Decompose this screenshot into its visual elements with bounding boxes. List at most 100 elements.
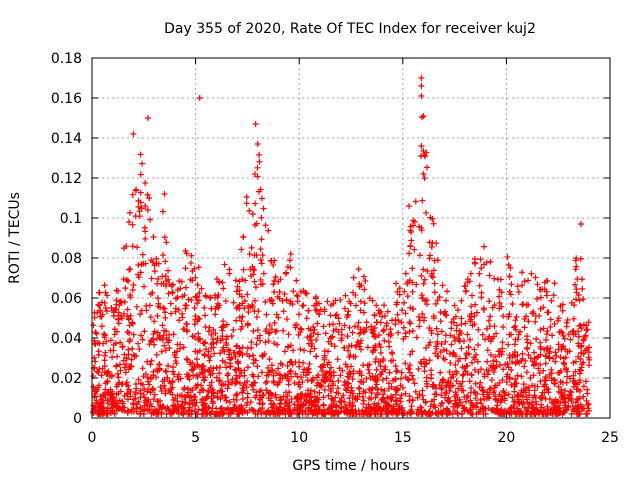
data-point (268, 362, 275, 369)
data-point (139, 160, 146, 167)
data-point (306, 333, 313, 340)
data-point (303, 290, 310, 297)
data-point (454, 306, 461, 313)
data-point (497, 276, 504, 283)
data-point (380, 355, 387, 362)
data-point (92, 358, 99, 365)
data-point (439, 399, 446, 406)
data-point (449, 351, 456, 358)
data-point (239, 276, 246, 283)
data-point (557, 303, 564, 310)
data-point (208, 389, 215, 396)
data-point (394, 397, 401, 404)
data-point (208, 379, 215, 386)
data-point (356, 283, 363, 290)
data-point (417, 407, 424, 414)
data-point (565, 403, 572, 410)
data-point (500, 388, 507, 395)
data-point (484, 347, 491, 354)
data-point (316, 389, 323, 396)
data-point (458, 315, 465, 322)
data-point (563, 319, 570, 326)
data-point (451, 393, 458, 400)
data-point (416, 252, 423, 259)
data-point (169, 379, 176, 386)
data-point (511, 324, 518, 331)
data-point-peak (418, 93, 425, 99)
data-point (335, 390, 342, 397)
data-point (518, 387, 525, 394)
data-point (526, 387, 533, 394)
data-point (519, 400, 526, 407)
data-point (195, 297, 202, 304)
data-point (96, 382, 103, 389)
data-point (552, 358, 559, 365)
data-point (552, 402, 559, 409)
data-point (137, 411, 144, 417)
data-point (423, 209, 430, 216)
data-point (225, 381, 232, 388)
data-point (230, 349, 237, 356)
data-point (317, 363, 324, 370)
data-point (305, 325, 312, 332)
data-point (231, 401, 238, 408)
data-point (506, 288, 513, 295)
data-point (464, 393, 471, 400)
data-point (144, 358, 151, 365)
data-point (461, 283, 468, 290)
data-point (219, 327, 226, 334)
data-point (256, 151, 263, 158)
data-point (507, 291, 514, 298)
data-point (567, 336, 574, 343)
data-point (281, 348, 288, 355)
data-point (452, 397, 459, 404)
data-point (153, 408, 160, 415)
data-point (335, 315, 342, 322)
data-point (206, 324, 213, 331)
data-point (239, 396, 246, 403)
y-tick-label: 0.18 (51, 51, 82, 67)
data-point (159, 403, 166, 410)
data-point (162, 367, 169, 374)
data-point (352, 353, 359, 360)
data-point (404, 376, 411, 383)
data-point (222, 298, 229, 305)
data-point (568, 389, 575, 396)
data-point (244, 399, 251, 406)
data-point (431, 280, 438, 287)
data-point (221, 261, 228, 268)
data-point (321, 356, 328, 363)
data-point (373, 366, 380, 373)
data-point (378, 386, 385, 393)
data-point (380, 391, 387, 398)
data-point (250, 328, 257, 335)
data-point (493, 330, 500, 337)
data-point (205, 388, 212, 395)
data-point (517, 392, 524, 399)
data-point (207, 295, 214, 302)
data-point (136, 346, 143, 353)
data-point (408, 237, 415, 244)
data-point (486, 323, 493, 330)
data-point (213, 339, 220, 346)
data-point (202, 339, 209, 346)
data-point (534, 281, 541, 288)
data-point (172, 354, 179, 361)
data-point (552, 411, 559, 417)
data-point (372, 384, 379, 391)
data-point (156, 366, 163, 373)
data-point (447, 359, 454, 366)
data-point (302, 411, 309, 417)
data-point (279, 361, 286, 368)
data-point (414, 394, 421, 401)
data-point (151, 328, 158, 335)
data-point (408, 403, 415, 410)
data-point (104, 378, 111, 385)
data-point (338, 394, 345, 401)
data-point (571, 281, 578, 288)
data-point (265, 395, 272, 402)
data-point (312, 407, 319, 414)
data-point (188, 252, 195, 259)
data-point (125, 218, 132, 225)
